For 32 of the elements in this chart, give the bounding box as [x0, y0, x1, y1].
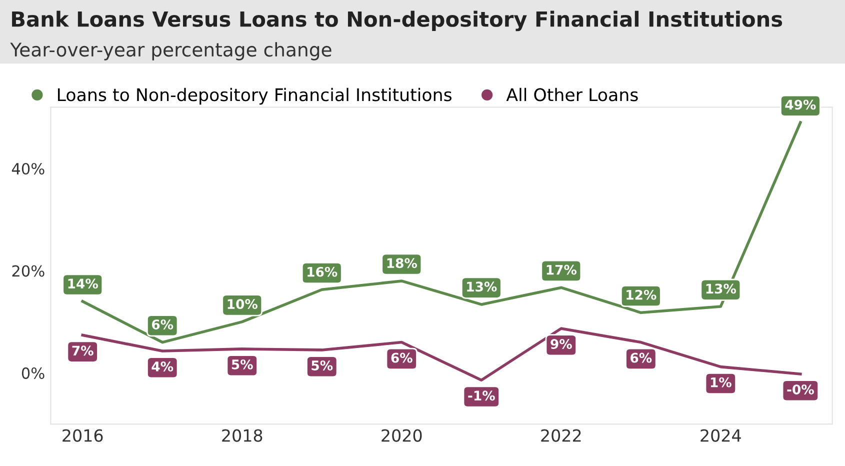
data-label: 6%	[391, 352, 412, 363]
y-tick-label: 0%	[22, 367, 44, 379]
data-label: 14%	[68, 278, 98, 289]
legend-label: All Other Loans	[506, 88, 638, 102]
data-label: -0%	[787, 384, 814, 394]
data-label: 1%	[710, 377, 732, 388]
data-label: 6%	[630, 352, 652, 363]
x-tick-label: 2022	[541, 429, 581, 442]
data-label: 12%	[626, 290, 656, 300]
chart-subtitle: Year-over-year percentage change	[10, 42, 332, 60]
data-label: 13%	[467, 282, 497, 292]
legend-label: Loans to Non-depository Financial Institutions	[58, 88, 452, 105]
data-label: 7%	[72, 346, 94, 356]
x-tick-label: 2018	[222, 429, 262, 442]
x-tick-label: 2024	[700, 429, 741, 442]
data-label: 9%	[550, 339, 572, 349]
data-label: 5%	[232, 359, 253, 370]
data-label: 4%	[152, 361, 174, 372]
data-label: -1%	[468, 390, 495, 401]
x-tick-label: 2016	[62, 429, 103, 442]
y-tick-label: 40%	[12, 162, 44, 175]
data-label: 5%	[312, 360, 333, 370]
data-label: 13%	[706, 284, 736, 294]
y-tick-label: 20%	[12, 265, 44, 277]
data-label: 6%	[152, 319, 174, 330]
data-label: 18%	[387, 258, 418, 268]
data-label: 16%	[308, 266, 338, 277]
x-tick-label: 2020	[382, 429, 422, 442]
chart-title: Bank Loans Versus Loans to Non-depository Financial Institutions	[12, 10, 782, 32]
data-label: 10%	[228, 299, 258, 309]
data-label: 17%	[546, 264, 577, 275]
data-label: 49%	[785, 100, 816, 110]
